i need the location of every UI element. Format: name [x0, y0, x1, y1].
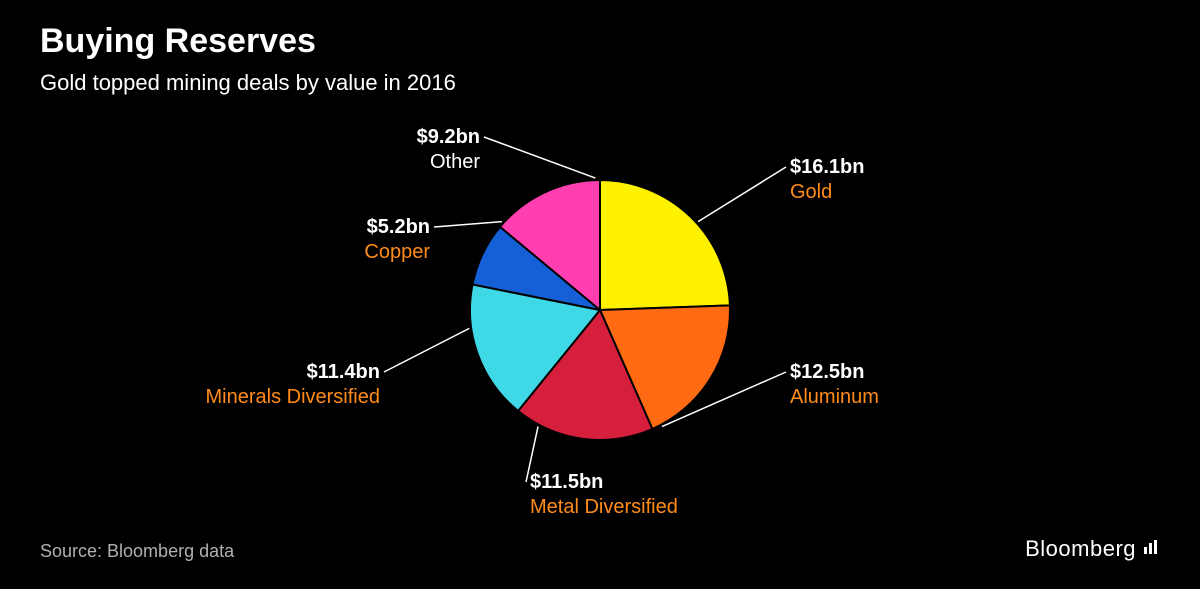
slice-label: $12.5bnAluminum	[790, 360, 879, 410]
brand-text: Bloomberg	[1025, 536, 1136, 562]
slice-category: Minerals Diversified	[206, 385, 381, 410]
slice-category: Gold	[790, 180, 864, 205]
slice-label: $9.2bnOther	[417, 125, 480, 175]
slice-label: $16.1bnGold	[790, 155, 864, 205]
slice-category: Other	[417, 150, 480, 175]
leader-line	[484, 137, 595, 178]
leader-line	[384, 328, 469, 372]
slice-label: $11.4bnMinerals Diversified	[206, 360, 381, 410]
slice-value: $12.5bn	[790, 360, 879, 385]
source-text: Source: Bloomberg data	[40, 541, 234, 562]
slice-category: Copper	[364, 240, 430, 265]
slice-category: Metal Diversified	[530, 495, 678, 520]
brand-logo: Bloomberg	[1025, 536, 1160, 562]
pie-chart: $16.1bnGold $12.5bnAluminum $11.5bnMetal D…	[0, 0, 1200, 584]
slice-value: $9.2bn	[417, 125, 480, 150]
leader-line	[434, 222, 502, 227]
slice-label: $11.5bnMetal Diversified	[530, 470, 678, 520]
brand-icon	[1142, 536, 1160, 562]
slice-value: $5.2bn	[364, 215, 430, 240]
slice-value: $11.5bn	[530, 470, 678, 495]
slice-value: $16.1bn	[790, 155, 864, 180]
slice-label: $5.2bnCopper	[364, 215, 430, 265]
slice-value: $11.4bn	[206, 360, 381, 385]
leader-line	[698, 167, 786, 222]
pie-slice	[600, 180, 730, 310]
slice-category: Aluminum	[790, 385, 879, 410]
